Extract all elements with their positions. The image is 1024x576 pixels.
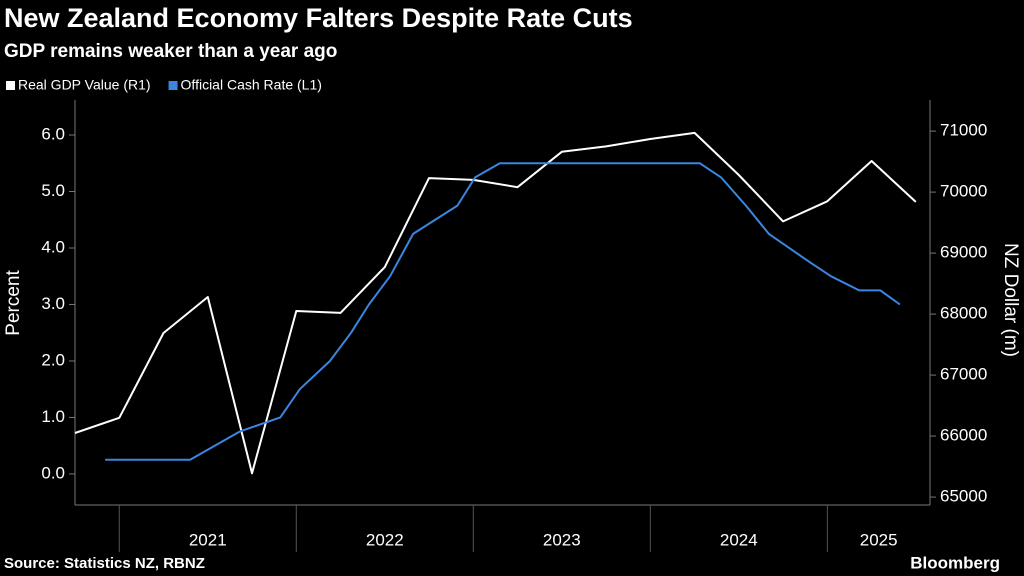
y2-tick-label: 71000: [940, 121, 987, 140]
legend-swatch: [6, 81, 15, 90]
y-tick-label: 2.0: [41, 350, 65, 369]
y2-tick-label: 66000: [940, 426, 987, 445]
legend-swatch: [168, 81, 178, 90]
y-axis-label: Percent: [3, 270, 24, 336]
y2-tick-label: 70000: [940, 182, 987, 201]
y-tick-label: 4.0: [41, 237, 65, 256]
legend-label: Official Cash Rate (L1): [181, 77, 322, 93]
y-tick-label: 6.0: [41, 125, 65, 144]
x-tick-label: 2023: [543, 530, 581, 549]
y2-tick-label: 68000: [940, 304, 987, 323]
x-tick-label: 2021: [189, 530, 227, 549]
x-tick-label: 2024: [720, 530, 758, 549]
y2-tick-label: 69000: [940, 243, 987, 262]
legend-label: Real GDP Value (R1): [18, 77, 151, 93]
brand: Bloomberg: [910, 553, 1000, 572]
y-tick-label: 1.0: [41, 407, 65, 426]
y-tick-label: 3.0: [41, 294, 65, 313]
x-tick-label: 2022: [366, 530, 404, 549]
chart-title: New Zealand Economy Falters Despite Rate…: [4, 3, 633, 33]
y2-axis-label: NZ Dollar (m): [1000, 243, 1021, 357]
series-line: [105, 162, 901, 461]
y2-tick-label: 67000: [940, 365, 987, 384]
source-note: Source: Statistics NZ, RBNZ: [4, 555, 205, 572]
y-tick-label: 0.0: [41, 463, 65, 482]
series-line: [74, 131, 917, 475]
y-tick-label: 5.0: [41, 181, 65, 200]
chart-subtitle: GDP remains weaker than a year ago: [4, 41, 337, 62]
y2-tick-label: 65000: [940, 487, 987, 506]
x-tick-label: 2025: [860, 530, 898, 549]
